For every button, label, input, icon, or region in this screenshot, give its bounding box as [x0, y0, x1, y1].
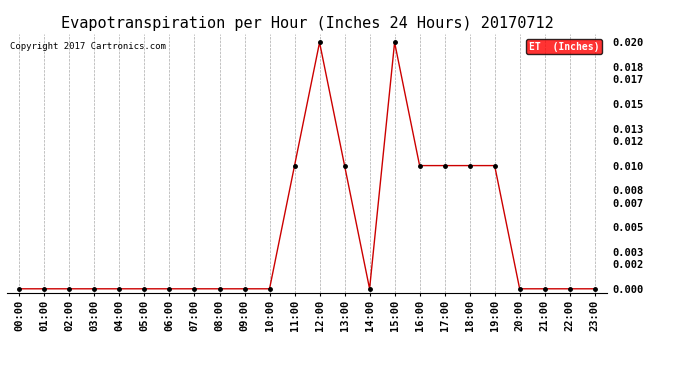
Legend: ET  (Inches): ET (Inches): [526, 39, 602, 54]
Text: Copyright 2017 Cartronics.com: Copyright 2017 Cartronics.com: [10, 42, 166, 51]
Title: Evapotranspiration per Hour (Inches 24 Hours) 20170712: Evapotranspiration per Hour (Inches 24 H…: [61, 16, 553, 31]
